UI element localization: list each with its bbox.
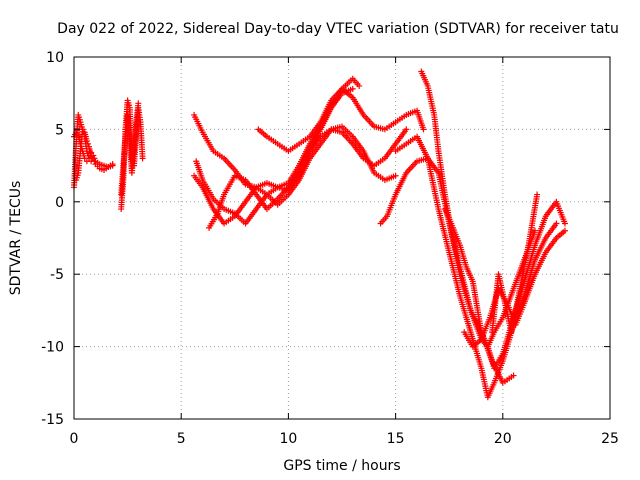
data-point — [91, 158, 98, 165]
data-point — [87, 152, 94, 159]
y-tick-label: -10 — [41, 340, 64, 356]
data-point — [84, 140, 91, 147]
chart-title: Day 022 of 2022, Sidereal Day-to-day VTE… — [57, 21, 619, 37]
data-point — [86, 155, 93, 162]
data-point — [510, 372, 517, 379]
x-tick-label: 0 — [70, 431, 79, 447]
series-arc-16 — [489, 191, 541, 336]
series-arc-5 — [118, 100, 142, 198]
data-point — [561, 220, 568, 227]
data-point — [349, 85, 356, 92]
data-point — [88, 149, 95, 156]
x-tick-label: 20 — [494, 431, 512, 447]
x-tick-label: 5 — [177, 431, 186, 447]
data-points — [71, 68, 568, 401]
data-point — [109, 162, 116, 169]
plot-frame — [73, 56, 611, 420]
series-arc-13 — [392, 133, 560, 401]
grid — [74, 57, 610, 419]
axis-ticks: 0 5 10 15 20 25 10 5 0 -5 -10 -15 — [41, 50, 619, 447]
data-point — [553, 220, 560, 227]
x-axis-label: GPS time / hours — [283, 458, 400, 474]
data-point — [420, 126, 427, 133]
data-point — [356, 82, 363, 89]
y-tick-label: 5 — [55, 122, 64, 138]
y-tick-label: -5 — [50, 267, 64, 283]
series-arc-9 — [255, 85, 427, 155]
data-point — [561, 227, 568, 234]
data-point — [531, 227, 538, 234]
data-point — [403, 126, 410, 133]
x-tick-label: 25 — [601, 431, 619, 447]
data-point — [83, 137, 90, 144]
series-arc-10 — [191, 123, 399, 227]
series-arc-6 — [191, 75, 363, 191]
data-point — [534, 191, 541, 198]
y-axis-label: SDTVAR / TECUs — [8, 181, 24, 296]
x-tick-label: 10 — [279, 431, 297, 447]
data-point — [139, 155, 146, 162]
data-point — [135, 100, 142, 107]
y-tick-label: -15 — [41, 412, 64, 428]
series-arc-14 — [441, 198, 568, 372]
y-tick-label: 10 — [46, 50, 64, 66]
x-tick-label: 15 — [387, 431, 405, 447]
data-point — [392, 172, 399, 179]
y-tick-label: 0 — [55, 195, 64, 211]
